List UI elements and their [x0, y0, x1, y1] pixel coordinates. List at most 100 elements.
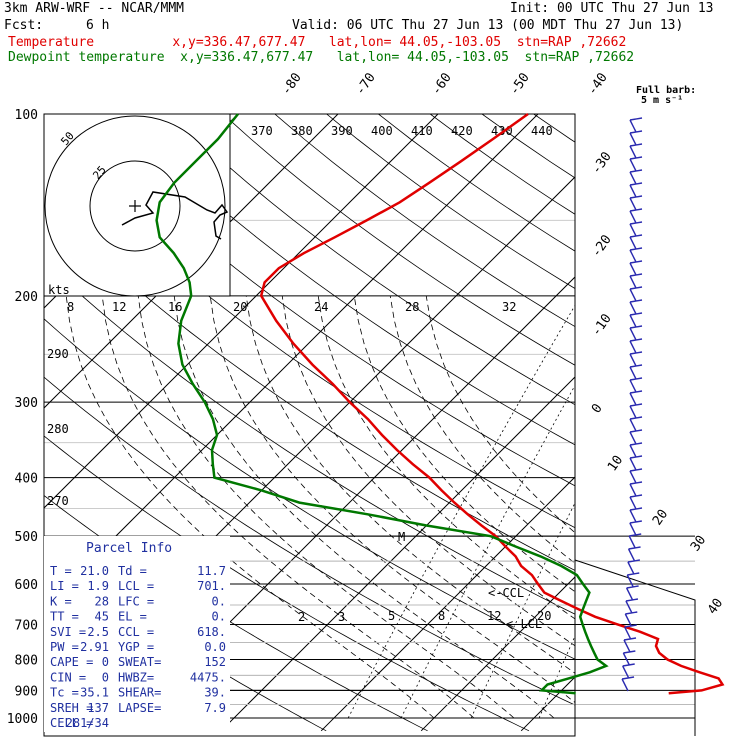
- mixing-ratio-low-label: 5: [388, 609, 395, 623]
- wind-barb-flag: [624, 624, 637, 628]
- sounding-traces: [155, 112, 725, 695]
- parcel-row-label: HWBZ=: [118, 670, 154, 684]
- dewpoint-legend: Dewpoint temperature x,y=336.47,677.47 l…: [8, 50, 635, 65]
- parcel-row-value: 28: [95, 594, 109, 608]
- isotherm: [420, 576, 575, 732]
- hodograph-ring-25: [89, 160, 181, 252]
- theta-side-label: 280: [47, 422, 69, 436]
- wind-barb-flag: [629, 520, 642, 524]
- isotherm-label: -20: [589, 232, 615, 260]
- wind-barb-flag: [629, 377, 643, 381]
- wind-barb: [629, 262, 637, 276]
- wind-barb-flag: [627, 572, 640, 576]
- full-barb-label: Full barb:: [636, 85, 696, 96]
- wind-barb: [629, 301, 637, 315]
- wind-barb: [629, 483, 637, 497]
- isotherm: [721, 86, 740, 730]
- wind-barb: [629, 405, 637, 419]
- pressure-label: 900: [15, 684, 38, 699]
- wind-barb-flag: [629, 247, 643, 251]
- parcel-row-label: LAPSE=: [118, 701, 161, 715]
- wind-barb-flag: [623, 650, 636, 654]
- wind-barb: [629, 340, 637, 354]
- parcel-row-value: 0.: [212, 594, 226, 608]
- isotherm-label: -70: [353, 70, 379, 98]
- parcel-row-label: PW =: [50, 640, 79, 654]
- forecast-label: Fcst:: [4, 18, 44, 33]
- wind-barb: [629, 236, 637, 250]
- wind-barb-flag: [629, 507, 643, 511]
- isotherm: [44, 114, 439, 509]
- pressure-label: 600: [15, 578, 38, 593]
- parcel-row-value: 1.9: [87, 579, 109, 593]
- wind-barb: [629, 327, 637, 341]
- dry-adiabat: [170, 114, 575, 406]
- parcel-row-label: SVI =: [50, 625, 86, 639]
- parcel-row-value: 7.9: [204, 701, 226, 715]
- dry-adiabat: [586, 114, 740, 731]
- wind-barb: [629, 145, 637, 159]
- wind-barb: [629, 366, 637, 380]
- wind-barb: [629, 158, 637, 172]
- wind-barb-flag: [629, 208, 643, 212]
- dry-adiabat: [119, 114, 575, 446]
- isotherm-label: 30: [688, 533, 709, 554]
- wind-barb: [628, 535, 636, 549]
- wind-barb: [629, 353, 637, 367]
- mixing-ratio-line: [600, 296, 740, 718]
- isotherm-label: -60: [429, 70, 455, 98]
- wind-barb-flag: [629, 481, 643, 485]
- parcel-row-value: 0.: [212, 610, 226, 624]
- wind-barb-flag: [629, 533, 642, 537]
- parcel-row-value: 281/34: [66, 716, 109, 730]
- ccl-marker: <-CCL: [488, 586, 524, 600]
- moist-adiabat: [65, 295, 435, 719]
- parcel-row-label: SREH =: [50, 701, 93, 715]
- theta-label: 380: [291, 124, 313, 138]
- pressure-label: 800: [15, 653, 38, 668]
- dry-adiabat: [44, 202, 575, 571]
- isotherm-label: -30: [589, 149, 615, 177]
- forecast-hours: 6 h: [86, 18, 110, 33]
- wind-barb-flag: [629, 390, 643, 394]
- wind-barb-flag: [629, 260, 643, 264]
- parcel-row-label: SHEAR=: [118, 686, 161, 700]
- pressure-label: 700: [15, 618, 38, 633]
- parcel-row-label: Td =: [118, 564, 147, 578]
- wind-barb-flag: [629, 117, 643, 121]
- mixing-ratio-low-label: 12: [487, 609, 501, 623]
- parcel-row-label: Tc =: [50, 686, 79, 700]
- wind-barb-flag: [629, 416, 643, 420]
- wind-barb: [629, 418, 637, 432]
- hodograph-unit-label: kts: [48, 283, 70, 297]
- mixing-ratio-label: 24: [314, 300, 328, 314]
- wind-barb-flag: [622, 663, 635, 667]
- wind-barb-flag: [629, 221, 643, 225]
- mixing-ratio-line: [470, 502, 575, 719]
- wind-barb: [629, 275, 637, 289]
- parcel-row-label: LI =: [50, 579, 79, 593]
- hodograph-trace: [121, 191, 229, 240]
- isotherm-label: -40: [585, 70, 611, 98]
- parcel-row-label: LFC =: [118, 594, 154, 608]
- parcel-row-label: CCL =: [118, 625, 154, 639]
- wind-barb-flag: [629, 195, 643, 199]
- lower-extension-border: [574, 536, 696, 736]
- parcel-row-value: 0: [102, 655, 109, 669]
- wind-barb: [629, 457, 637, 471]
- wind-barb-flag: [629, 494, 643, 498]
- parcel-row-value: 2.5: [87, 625, 109, 639]
- wind-barb: [623, 639, 631, 653]
- wind-barb: [629, 509, 637, 523]
- wind-barb: [622, 652, 630, 666]
- theta-side-label: 270: [47, 494, 69, 508]
- lcl-marker: <-LCL: [506, 617, 542, 631]
- wind-barb-flag: [623, 637, 637, 641]
- mixing-ratio-line: [737, 296, 740, 718]
- mixing-ratio-line: [681, 296, 740, 718]
- wind-barb-flag: [628, 546, 641, 550]
- mixing-ratio-label: 28: [405, 300, 419, 314]
